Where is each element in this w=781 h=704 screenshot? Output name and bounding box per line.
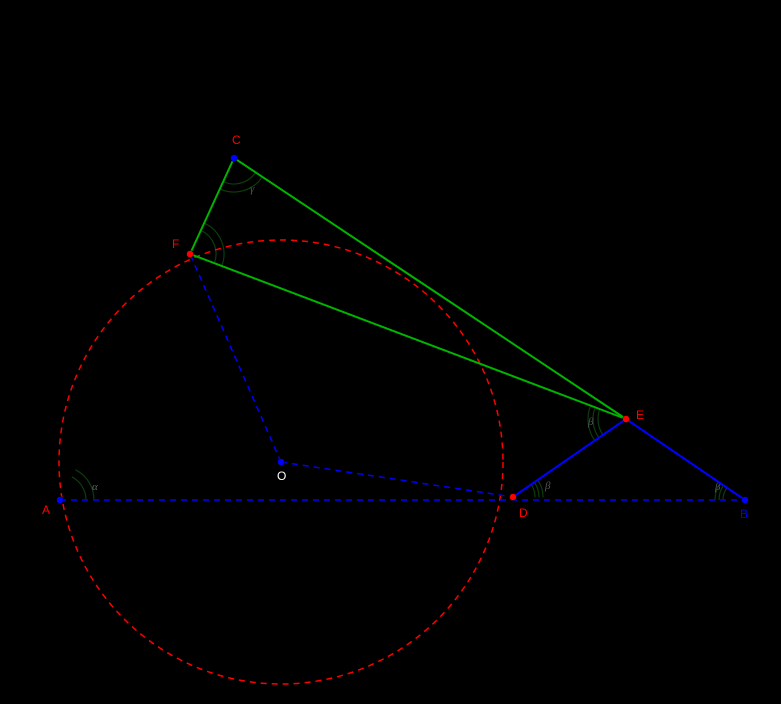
angle-label-A: α	[92, 481, 98, 493]
point-label-F: F	[172, 237, 179, 251]
point-D	[510, 494, 517, 501]
angle-label-D: β	[544, 480, 551, 492]
point-A	[57, 497, 64, 504]
angle-label-E: β	[587, 416, 594, 428]
point-C	[231, 155, 238, 162]
background	[0, 0, 781, 704]
point-B	[742, 497, 749, 504]
geometry-diagram: αγβββABCDEFO	[0, 0, 781, 704]
point-label-D: D	[519, 506, 528, 520]
angle-label-C: γ	[250, 183, 255, 195]
point-label-E: E	[636, 408, 644, 422]
point-label-C: C	[232, 133, 241, 147]
point-E	[623, 416, 630, 423]
point-O	[278, 459, 285, 466]
point-F	[187, 251, 194, 258]
point-label-B: B	[740, 507, 748, 521]
point-label-A: A	[42, 503, 50, 517]
point-label-O: O	[277, 469, 286, 483]
